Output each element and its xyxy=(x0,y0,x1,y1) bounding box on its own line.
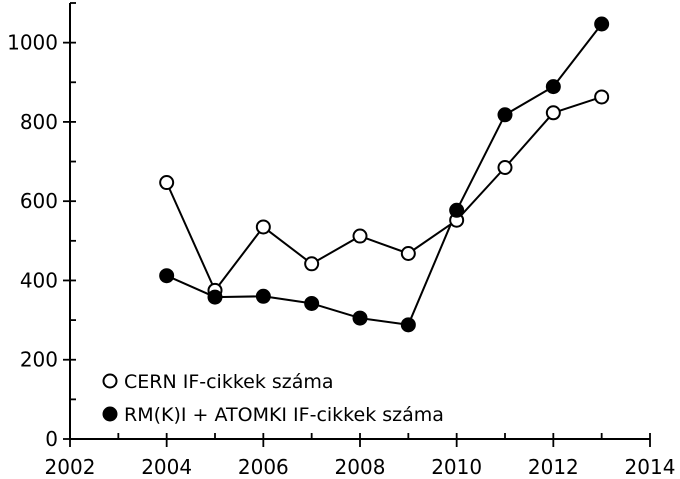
legend-label-1: CERN IF-cikkek száma xyxy=(124,371,334,393)
x-tick-label: 2004 xyxy=(141,455,192,479)
x-tick-label: 2012 xyxy=(528,455,579,479)
x-tick-label: 2008 xyxy=(335,455,386,479)
y-tick-label: 600 xyxy=(20,189,58,213)
series-1-point xyxy=(545,105,561,121)
series-2-point xyxy=(159,268,175,284)
series-line-1 xyxy=(165,95,603,292)
y-tick-label: 800 xyxy=(20,110,58,134)
series-1-point xyxy=(352,228,368,244)
y-tick-label: 0 xyxy=(45,427,58,451)
series-2-point xyxy=(304,295,320,311)
series-1-point xyxy=(255,219,271,235)
x-tick-label: 2010 xyxy=(431,455,482,479)
series-1-point xyxy=(304,256,320,272)
series-2-point xyxy=(207,289,223,305)
legend-marker-2 xyxy=(102,406,118,422)
series-line-2 xyxy=(166,23,603,326)
series-2-point xyxy=(255,288,271,304)
series-2-point xyxy=(545,79,561,95)
legend-label-2: RM(K)I + ATOMKI IF-cikkek száma xyxy=(124,404,444,426)
x-tick-label: 2014 xyxy=(625,455,676,479)
x-tick-label: 2006 xyxy=(238,455,289,479)
y-tick-label: 400 xyxy=(20,268,58,292)
y-tick-label: 1000 xyxy=(7,31,58,55)
series-2-point xyxy=(449,202,465,218)
series-1-point xyxy=(400,246,416,262)
series-2-point xyxy=(497,107,513,123)
x-tick-label: 2002 xyxy=(45,455,96,479)
legend-marker-1 xyxy=(102,373,118,389)
series-1-point xyxy=(594,89,610,105)
series xyxy=(159,16,610,333)
series-2-point xyxy=(594,16,610,32)
y-tick-label: 200 xyxy=(20,348,58,372)
series-1-point xyxy=(159,175,175,191)
ticks: 2002 2004 2006 2008 2010 2012 2014 0 200 400 600 80… xyxy=(7,2,676,479)
series-2-point xyxy=(352,310,368,326)
series-1-point xyxy=(497,159,513,175)
legend: CERN IF-cikkek száma RM(K)I + ATOMKI IF-c… xyxy=(102,371,444,426)
series-2-point xyxy=(400,317,416,333)
